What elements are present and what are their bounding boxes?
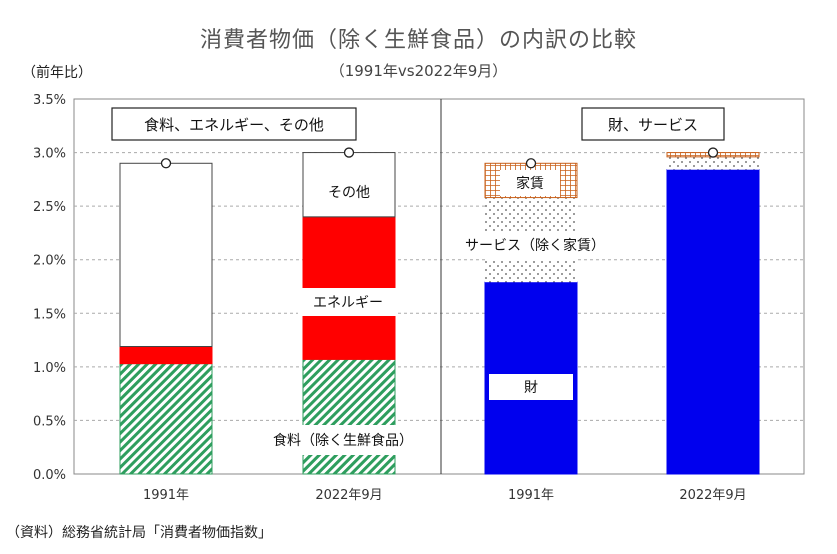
- bar-segment: [119, 363, 213, 475]
- chart-title: 消費者物価（除く生鮮食品）の内訳の比較: [199, 28, 637, 53]
- segment-label: エネルギー: [313, 295, 383, 311]
- segment-label-box: [298, 288, 398, 316]
- y-tick-label: 0.0%: [33, 468, 66, 483]
- y-tick-label: 1.5%: [33, 307, 66, 322]
- panel-label: 食料、エネルギー、その他: [144, 116, 324, 134]
- segment-label-box: [456, 231, 614, 259]
- y-tick-label: 3.0%: [33, 147, 66, 162]
- segment-label: 家賃: [516, 175, 544, 192]
- segment-label-box: [489, 374, 573, 400]
- y-tick-label: 3.5%: [33, 93, 66, 108]
- segment-label-box: [500, 170, 560, 196]
- segment-label: サービス（除く家賃）: [465, 237, 605, 254]
- x-tick-label: 2022年9月: [679, 488, 746, 503]
- segment-label: 食料（除く生鮮食品）: [273, 432, 413, 449]
- bar-segment: [119, 346, 213, 365]
- bar-segment: [302, 358, 396, 475]
- total-marker: [160, 158, 172, 169]
- source-note: （資料）総務省統計局「消費者物価指数」: [6, 525, 272, 541]
- x-tick-label: 1991年: [508, 488, 554, 503]
- panel-label-box: [581, 107, 725, 141]
- y-tick-label: 1.0%: [33, 361, 66, 376]
- plot-frame: [73, 98, 805, 475]
- total-marker: [707, 147, 719, 158]
- total-marker: [343, 147, 355, 158]
- y-tick-label: 2.0%: [33, 254, 66, 269]
- segment-label-box: [264, 425, 422, 455]
- total-marker: [525, 158, 537, 169]
- segment-label: 財: [524, 380, 538, 396]
- y-tick-label: 2.5%: [33, 200, 66, 215]
- chart-subtitle: （1991年vs2022年9月）: [329, 62, 508, 80]
- segment-label-box: [310, 179, 388, 205]
- panel-label: 財、サービス: [608, 116, 698, 134]
- y-axis-unit: （前年比）: [22, 65, 92, 81]
- bar-segment: [667, 156, 759, 170]
- segment-label: その他: [328, 185, 370, 201]
- y-tick-label: 0.5%: [33, 414, 66, 429]
- bar-segment: [666, 169, 760, 475]
- bar-segment: [119, 162, 213, 347]
- panel-label-box: [111, 107, 357, 141]
- x-tick-label: 2022年9月: [315, 488, 382, 503]
- x-tick-label: 1991年: [143, 488, 189, 503]
